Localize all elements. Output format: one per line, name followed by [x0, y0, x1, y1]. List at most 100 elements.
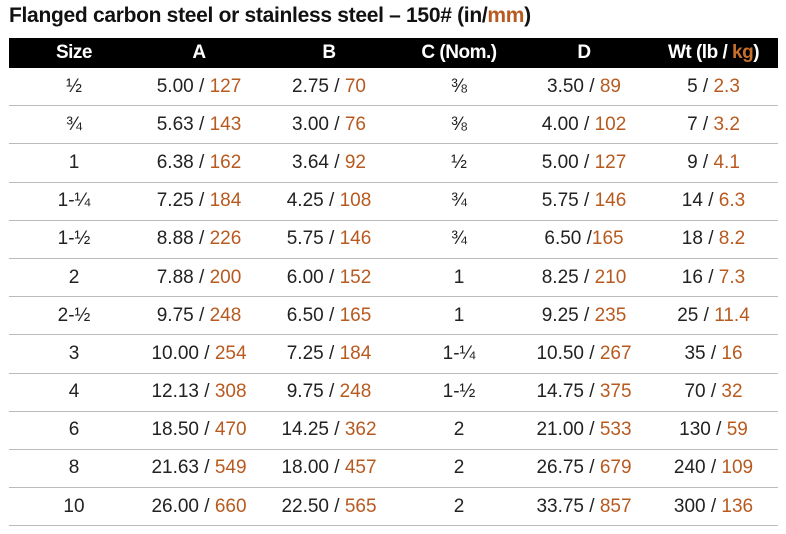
- table-cell: 2: [399, 449, 519, 489]
- metric-text: 248: [339, 381, 372, 403]
- metric-text: 375: [599, 381, 632, 403]
- table-cell: 1: [399, 296, 519, 336]
- metric-text: 32: [721, 381, 743, 403]
- table-row: 1-¼ 7.25 / 184 4.25 / 108 ¾ 5.75 / 146 14 / 6…: [9, 182, 778, 221]
- metric-text: 16: [721, 342, 743, 364]
- imperial-text: 1: [453, 304, 465, 326]
- table-cell: 130 / 59: [649, 411, 778, 450]
- table-row: 10 26.00 / 660 22.50 / 565 2 33.75 / 857 300 …: [9, 487, 778, 527]
- metric-text: 92: [344, 151, 366, 173]
- metric-text: 89: [599, 75, 621, 97]
- imperial-text: 5 /: [687, 75, 714, 97]
- imperial-text: 6.00 /: [286, 266, 340, 288]
- table-cell: 6.50 / 165: [259, 296, 399, 336]
- column-header: Wt (lb / kg): [649, 38, 778, 68]
- table-cell: 35 / 16: [649, 334, 778, 374]
- imperial-text: 4: [68, 381, 80, 403]
- metric-text: 210: [594, 266, 627, 288]
- metric-text: 533: [599, 419, 632, 441]
- table-cell: 2: [399, 411, 519, 450]
- imperial-text: C (Nom.): [421, 42, 497, 63]
- imperial-text: 14.25 /: [281, 419, 345, 441]
- metric-text: 3.2: [713, 113, 740, 135]
- imperial-text: Size: [55, 42, 93, 63]
- column-header: Size: [9, 38, 139, 68]
- table-cell: 70 / 32: [649, 373, 778, 412]
- imperial-text: 1-½: [57, 228, 91, 250]
- table-row: 6 18.50 / 470 14.25 / 362 2 21.00 / 533 130 /…: [9, 411, 778, 450]
- table-cell: 3.00 / 76: [259, 105, 399, 145]
- table-row: 4 12.13 / 308 9.75 / 248 1-½ 14.75 / 375 70 /…: [9, 373, 778, 412]
- imperial-text: 26.75 /: [536, 457, 600, 479]
- imperial-text: 21.63 /: [151, 457, 215, 479]
- table-cell: 6.38 / 162: [139, 143, 259, 183]
- metric-text: 70: [344, 75, 366, 97]
- imperial-text: 21.00 /: [536, 419, 600, 441]
- imperial-text: 18.00 /: [281, 457, 345, 479]
- table-cell: 16 / 7.3: [649, 258, 778, 298]
- table-row: 2-½ 9.75 / 248 6.50 / 165 1 9.25 / 235 25 / 1…: [9, 296, 778, 336]
- imperial-text: ¾: [451, 228, 467, 250]
- imperial-text: 130 /: [679, 419, 727, 441]
- table-cell: 1-½: [399, 373, 519, 412]
- imperial-text: 70 /: [684, 381, 722, 403]
- imperial-text: 10.50 /: [536, 342, 600, 364]
- metric-text: 146: [594, 190, 627, 212]
- table-cell: 4: [9, 373, 139, 412]
- metric-text: 8.2: [718, 228, 746, 250]
- table-cell: 10: [9, 487, 139, 527]
- header-row: Size A B C (Nom.) D Wt (lb / kg): [9, 38, 778, 68]
- metric-text: 184: [209, 190, 242, 212]
- metric-text: 660: [214, 495, 247, 517]
- imperial-text: D: [577, 42, 591, 63]
- table-cell: 1-¼: [9, 182, 139, 221]
- imperial-text: 3.00 /: [292, 113, 345, 135]
- table-cell: 5.00 / 127: [519, 143, 649, 183]
- imperial-text: ⅜: [451, 75, 467, 97]
- imperial-text: ½: [66, 75, 82, 97]
- metric-text: 565: [344, 495, 377, 517]
- table-cell: 18.00 / 457: [259, 449, 399, 489]
- imperial-text: 3.50 /: [547, 75, 600, 97]
- table-cell: ⅜: [399, 68, 519, 107]
- table-row: 8 21.63 / 549 18.00 / 457 2 26.75 / 679 240 /…: [9, 449, 778, 489]
- imperial-text: 10.00 /: [151, 342, 215, 364]
- table-row: ¾ 5.63 / 143 3.00 / 76 ⅜ 4.00 / 102 7 / 3.2: [9, 105, 778, 145]
- table-cell: 1: [399, 258, 519, 298]
- metric-text: 362: [344, 419, 377, 441]
- metric-text: 76: [344, 113, 366, 135]
- imperial-text: 300 /: [673, 495, 722, 517]
- imperial-text: 5.00 /: [156, 75, 210, 97]
- table-cell: 7.88 / 200: [139, 258, 259, 298]
- title: Flanged carbon steel or stainless steel …: [9, 4, 531, 28]
- table-cell: 6.00 / 152: [259, 258, 399, 298]
- metric-text: 152: [339, 266, 372, 288]
- imperial-text: 14 /: [681, 190, 719, 212]
- table-cell: 4.25 / 108: [259, 182, 399, 221]
- table-cell: 26.75 / 679: [519, 449, 649, 489]
- imperial-text: 1: [453, 266, 465, 288]
- metric-text: 235: [594, 304, 627, 326]
- flange-table: Size A B C (Nom.) D Wt (lb / kg) ½ 5.00 / 127 2…: [9, 38, 778, 527]
- metric-text: 109: [721, 457, 754, 479]
- table-cell: 12.13 / 308: [139, 373, 259, 412]
- imperial-text: Wt (lb /: [667, 42, 733, 63]
- imperial-text: 9 /: [687, 151, 714, 173]
- table-cell: 21.00 / 533: [519, 411, 649, 450]
- table-cell: 2-½: [9, 296, 139, 336]
- metric-text: 2.3: [713, 75, 740, 97]
- imperial-text: 9.75 /: [286, 381, 340, 403]
- imperial-text: ): [753, 42, 760, 63]
- metric-text: 254: [214, 342, 247, 364]
- metric-text: 136: [721, 495, 754, 517]
- table-cell: 14 / 6.3: [649, 182, 778, 221]
- table-cell: 9.75 / 248: [139, 296, 259, 336]
- imperial-text: 5.63 /: [156, 113, 210, 135]
- metric-text: 184: [339, 342, 372, 364]
- metric-text: 108: [339, 190, 372, 212]
- table-cell: ⅜: [399, 105, 519, 145]
- imperial-text: 7 /: [687, 113, 714, 135]
- imperial-text: 5.00 /: [541, 151, 595, 173]
- table-cell: 14.25 / 362: [259, 411, 399, 450]
